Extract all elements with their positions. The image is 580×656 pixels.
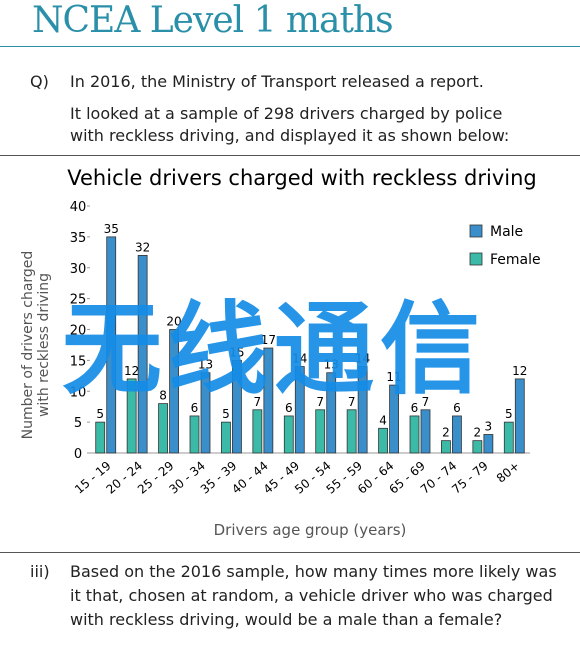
data-label: 13 [324, 358, 339, 372]
question-marker: Q) [30, 72, 49, 91]
y-tick-label: 40 [70, 200, 87, 215]
data-label: 13 [198, 358, 213, 372]
chart-title: Vehicle drivers charged with reckless dr… [67, 166, 536, 190]
data-label: 35 [104, 222, 119, 236]
question-line: with reckless driving, and displayed it … [70, 126, 510, 145]
part-line: Based on the 2016 sample, how many times… [70, 562, 557, 581]
data-label: 14 [292, 352, 307, 366]
bar [326, 372, 337, 454]
data-label: 5 [505, 407, 513, 421]
bar [95, 421, 106, 454]
y-tick-label: 15 [70, 354, 87, 369]
y-tick-label: 10 [70, 385, 87, 400]
bar [137, 255, 148, 454]
data-label: 17 [261, 333, 276, 347]
title-rule [0, 46, 580, 47]
data-label: 7 [316, 395, 324, 409]
bar [409, 415, 420, 454]
legend-swatch [469, 224, 483, 238]
y-tick-label: 30 [70, 262, 87, 277]
data-label: 11 [386, 370, 401, 384]
x-axis-label: Drivers age group (years) [214, 521, 407, 539]
data-label: 2 [474, 426, 482, 440]
data-label: 14 [355, 352, 370, 366]
bar [420, 409, 431, 454]
data-label: 3 [485, 419, 493, 433]
bar [357, 366, 368, 454]
data-label: 12 [512, 364, 527, 378]
x-tick-label: 75 - 79 [449, 459, 491, 497]
data-label: 6 [285, 401, 293, 415]
data-label: 7 [422, 395, 430, 409]
bar [483, 434, 494, 454]
bar [452, 415, 462, 454]
bar [106, 236, 117, 454]
bar [378, 427, 388, 454]
y-tick-label: 0 [74, 447, 82, 462]
part-marker: iii) [30, 562, 50, 581]
bar [315, 409, 326, 454]
bar [283, 415, 294, 454]
data-label: 12 [124, 364, 139, 378]
bar [514, 378, 525, 454]
legend-swatch [469, 252, 483, 266]
y-axis-label: with reckless driving [36, 273, 52, 417]
y-tick-label: 35 [70, 231, 87, 246]
data-label: 32 [135, 240, 150, 254]
y-axis-label: Number of drivers charged [20, 251, 36, 440]
data-label: 6 [453, 401, 461, 415]
bar [441, 440, 451, 454]
bar [221, 421, 231, 454]
y-tick-label: 25 [70, 293, 87, 308]
bar [503, 421, 514, 454]
page-title: NCEA Level 1 maths [32, 0, 394, 41]
bar [232, 359, 242, 454]
bar [189, 415, 200, 454]
watermark: 无线通信 [62, 291, 486, 408]
data-label: 6 [411, 401, 419, 415]
section-rule [0, 155, 580, 156]
bar [472, 440, 483, 454]
data-label: 2 [442, 426, 450, 440]
question-line: In 2016, the Ministry of Transport relea… [70, 72, 484, 91]
part-line: with reckless driving, would be a male t… [70, 610, 503, 629]
bar [346, 409, 357, 454]
data-label: 15 [229, 345, 244, 359]
bar [200, 372, 211, 454]
question-line: It looked at a sample of 298 drivers cha… [70, 104, 503, 123]
x-tick-label: 80+ [494, 459, 522, 486]
part-line: it that, chosen at random, a vehicle dri… [70, 586, 553, 605]
data-label: 8 [159, 389, 167, 403]
chart: Vehicle drivers charged with reckless dr… [20, 166, 541, 539]
bar [294, 366, 305, 454]
bar [252, 409, 263, 454]
y-tick-label: 20 [70, 324, 87, 339]
data-label: 5 [96, 407, 104, 421]
bar [126, 378, 137, 454]
data-label: 6 [191, 401, 199, 415]
bar [169, 329, 179, 454]
y-tick-label: 5 [74, 416, 82, 431]
bar [263, 347, 274, 454]
data-label: 20 [166, 315, 181, 329]
bar [389, 384, 399, 454]
data-label: 7 [348, 395, 356, 409]
data-label: 5 [222, 407, 230, 421]
legend-label: Female [490, 252, 541, 268]
section-rule [0, 552, 580, 553]
data-label: 7 [254, 395, 262, 409]
legend-label: Male [490, 224, 523, 240]
data-label: 4 [379, 413, 387, 427]
bar [158, 403, 168, 454]
